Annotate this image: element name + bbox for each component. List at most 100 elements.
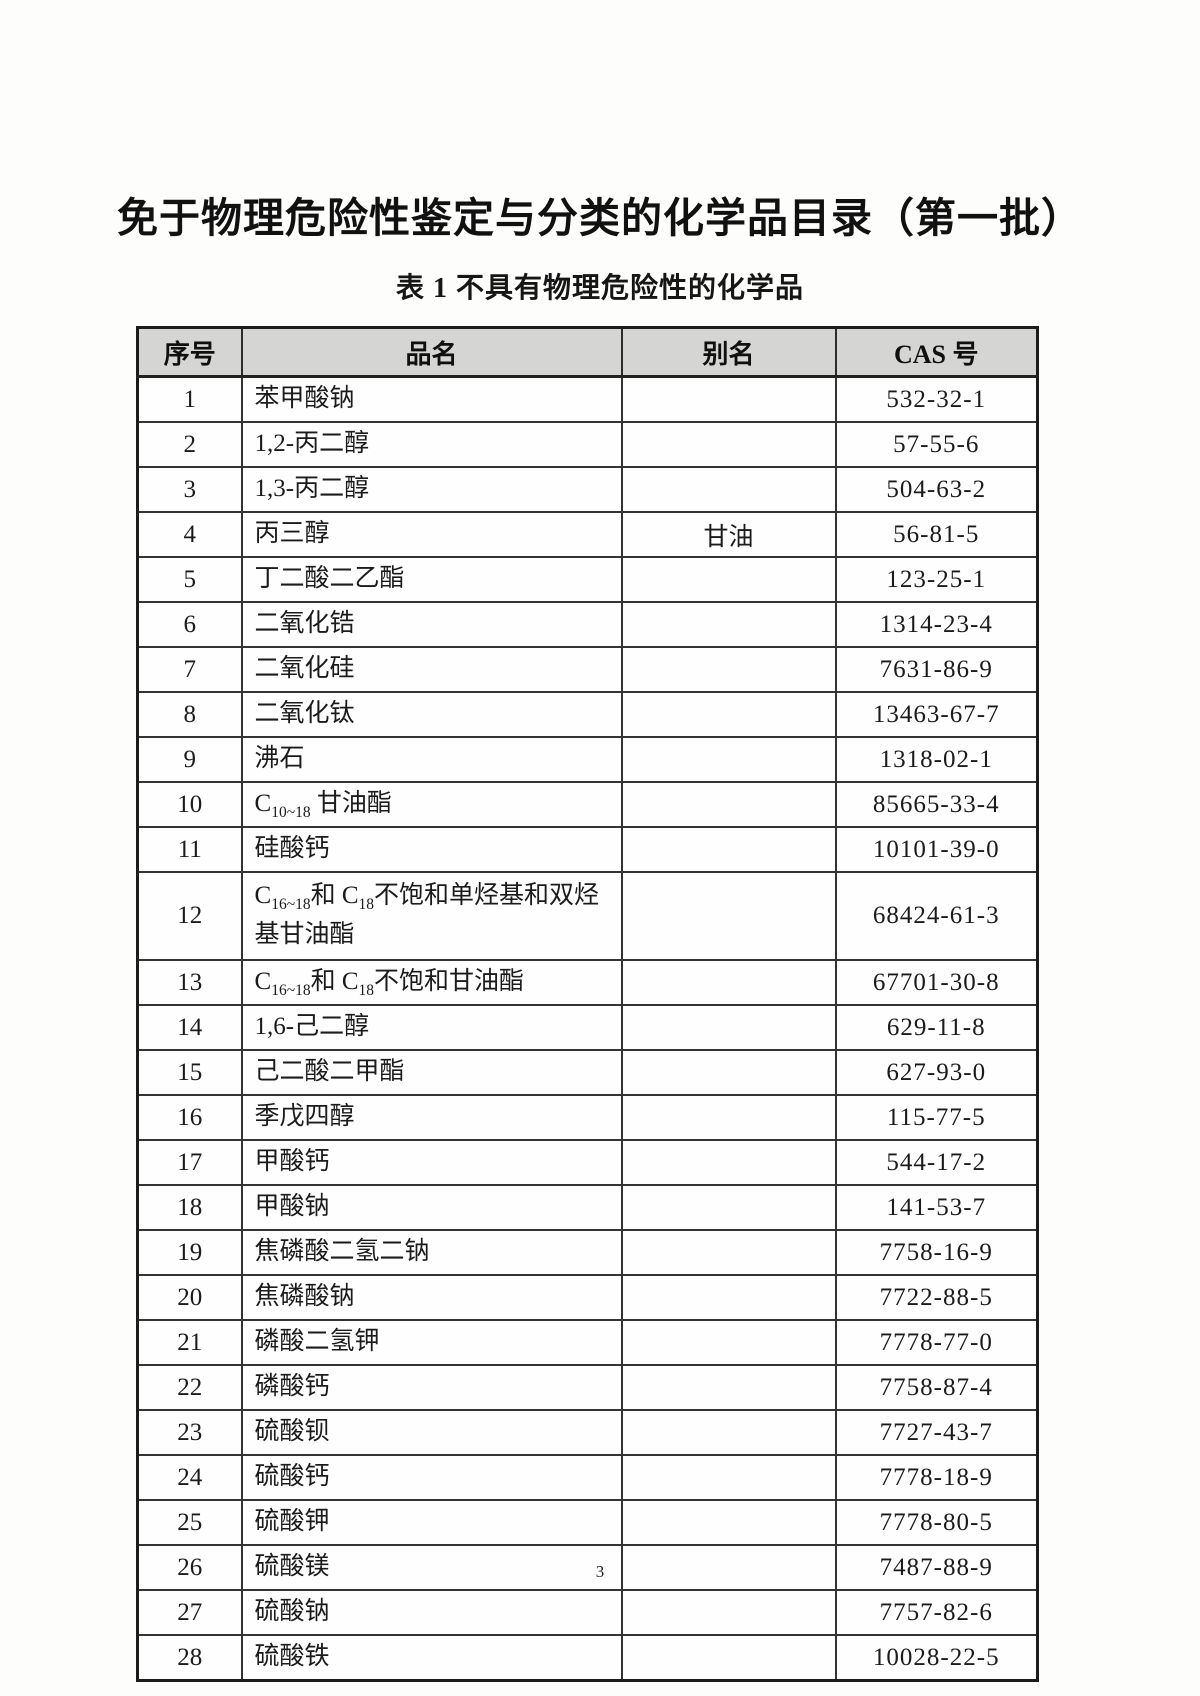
row-index: 27 xyxy=(136,1589,243,1636)
row-chemical-name: 甲酸钙 xyxy=(240,1139,623,1186)
row-chemical-name: 1,2-丙二醇 xyxy=(240,421,623,468)
row-cas-number: 7778-77-0 xyxy=(834,1319,1039,1366)
col-header-alias: 别名 xyxy=(620,326,837,378)
table-row: 13 C16~18和 C18不饱和甘油酯 67701-30-8 xyxy=(136,959,1039,1006)
row-cas-number: 629-11-8 xyxy=(834,1004,1039,1051)
table-row: 19 焦磷酸二氢二钠 7758-16-9 xyxy=(136,1229,1039,1276)
row-cas-number: 627-93-0 xyxy=(834,1049,1039,1096)
table-row: 4 丙三醇 甘油 56-81-5 xyxy=(136,511,1039,558)
row-alias xyxy=(620,1544,837,1591)
table-row: 15 己二酸二甲酯 627-93-0 xyxy=(136,1049,1039,1096)
table-row: 26 硫酸镁 7487-88-9 xyxy=(136,1544,1039,1591)
row-index: 2 xyxy=(136,421,243,468)
row-chemical-name: 己二酸二甲酯 xyxy=(240,1049,623,1096)
row-index: 13 xyxy=(136,959,243,1006)
table-row: 16 季戊四醇 115-77-5 xyxy=(136,1094,1039,1141)
row-index: 8 xyxy=(136,691,243,738)
col-header-name: 品名 xyxy=(240,326,623,378)
row-alias xyxy=(620,1364,837,1411)
row-chemical-name: C16~18和 C18不饱和甘油酯 xyxy=(240,959,623,1006)
row-cas-number: 67701-30-8 xyxy=(834,959,1039,1006)
row-alias xyxy=(620,871,837,961)
table-row: 11 硅酸钙 10101-39-0 xyxy=(136,826,1039,873)
row-index: 23 xyxy=(136,1409,243,1456)
row-index: 26 xyxy=(136,1544,243,1591)
row-chemical-name: 磷酸钙 xyxy=(240,1364,623,1411)
table-row: 20 焦磷酸钠 7722-88-5 xyxy=(136,1274,1039,1321)
row-chemical-name: 磷酸二氢钾 xyxy=(240,1319,623,1366)
row-chemical-name: 硫酸钙 xyxy=(240,1454,623,1501)
row-alias xyxy=(620,1229,837,1276)
row-chemical-name: 二氧化硅 xyxy=(240,646,623,693)
row-chemical-name: 丙三醇 xyxy=(240,511,623,558)
row-alias xyxy=(620,556,837,603)
row-index: 18 xyxy=(136,1184,243,1231)
table-row: 8 二氧化钛 13463-67-7 xyxy=(136,691,1039,738)
chemical-name-subscript: 18 xyxy=(358,896,375,914)
row-cas-number: 532-32-1 xyxy=(834,375,1039,423)
row-cas-number: 10101-39-0 xyxy=(834,826,1039,873)
row-chemical-name: 二氧化钛 xyxy=(240,691,623,738)
row-chemical-name: 苯甲酸钠 xyxy=(240,375,623,423)
row-chemical-name: C10~18 甘油酯 xyxy=(240,781,623,828)
row-index: 22 xyxy=(136,1364,243,1411)
table-header: 序号 品名 别名 CAS 号 xyxy=(136,326,1039,378)
row-index: 11 xyxy=(136,826,243,873)
chemical-name-subscript: 16~18 xyxy=(271,982,311,1000)
row-alias xyxy=(620,1049,837,1096)
row-index: 1 xyxy=(136,375,243,423)
row-index: 17 xyxy=(136,1139,243,1186)
row-alias xyxy=(620,1499,837,1546)
row-chemical-name: 硫酸铁 xyxy=(240,1634,623,1682)
table-row: 24 硫酸钙 7778-18-9 xyxy=(136,1454,1039,1501)
table-caption: 表 1 不具有物理危险性的化学品 xyxy=(395,273,804,304)
row-index: 28 xyxy=(136,1634,243,1682)
table-row: 28 硫酸铁 10028-22-5 xyxy=(136,1634,1039,1682)
row-alias xyxy=(620,691,837,738)
row-cas-number: 7631-86-9 xyxy=(834,646,1039,693)
row-alias xyxy=(620,1139,837,1186)
row-chemical-name: 沸石 xyxy=(240,736,623,783)
row-cas-number: 1318-02-1 xyxy=(834,736,1039,783)
row-index: 19 xyxy=(136,1229,243,1276)
table-row: 10 C10~18 甘油酯 85665-33-4 xyxy=(136,781,1039,828)
table-row: 23 硫酸钡 7727-43-7 xyxy=(136,1409,1039,1456)
row-cas-number: 10028-22-5 xyxy=(834,1634,1039,1682)
row-chemical-name: 硅酸钙 xyxy=(240,826,623,873)
chemical-name-subscript: 18 xyxy=(358,982,375,1000)
row-alias: 甘油 xyxy=(620,511,837,558)
header-row: 序号 品名 别名 CAS 号 xyxy=(136,326,1039,378)
row-index: 16 xyxy=(136,1094,243,1141)
table-row: 2 1,2-丙二醇 57-55-6 xyxy=(136,421,1039,468)
table-row: 7 二氧化硅 7631-86-9 xyxy=(136,646,1039,693)
row-cas-number: 1314-23-4 xyxy=(834,601,1039,648)
row-alias xyxy=(620,1274,837,1321)
row-cas-number: 57-55-6 xyxy=(834,421,1039,468)
table-row: 3 1,3-丙二醇 504-63-2 xyxy=(136,466,1039,513)
table-row: 9 沸石 1318-02-1 xyxy=(136,736,1039,783)
row-alias xyxy=(620,466,837,513)
table-row: 27 硫酸钠 7757-82-6 xyxy=(136,1589,1039,1636)
row-chemical-name: 丁二酸二乙酯 xyxy=(240,556,623,603)
table-row: 25 硫酸钾 7778-80-5 xyxy=(136,1499,1039,1546)
row-alias xyxy=(620,1319,837,1366)
chemical-name-subscript: 10~18 xyxy=(271,804,311,822)
row-chemical-name: 硫酸钾 xyxy=(240,1499,623,1546)
table-row: 17 甲酸钙 544-17-2 xyxy=(136,1139,1039,1186)
table-row: 6 二氧化锆 1314-23-4 xyxy=(136,601,1039,648)
row-alias xyxy=(620,1634,837,1682)
row-alias xyxy=(620,736,837,783)
chemicals-table: 序号 品名 别名 CAS 号 1 苯甲酸钠 532-32-1 2 1,2-丙二醇 57-5… xyxy=(136,326,1039,1682)
row-cas-number: 141-53-7 xyxy=(834,1184,1039,1231)
row-cas-number: 68424-61-3 xyxy=(834,871,1039,961)
row-index: 15 xyxy=(136,1049,243,1096)
row-index: 14 xyxy=(136,1004,243,1051)
table-row: 5 丁二酸二乙酯 123-25-1 xyxy=(136,556,1039,603)
row-alias xyxy=(620,1589,837,1636)
col-header-cas: CAS 号 xyxy=(834,326,1039,378)
table-row: 1 苯甲酸钠 532-32-1 xyxy=(136,375,1039,423)
row-alias xyxy=(620,826,837,873)
row-alias xyxy=(620,781,837,828)
row-index: 9 xyxy=(136,736,243,783)
row-alias xyxy=(620,1409,837,1456)
